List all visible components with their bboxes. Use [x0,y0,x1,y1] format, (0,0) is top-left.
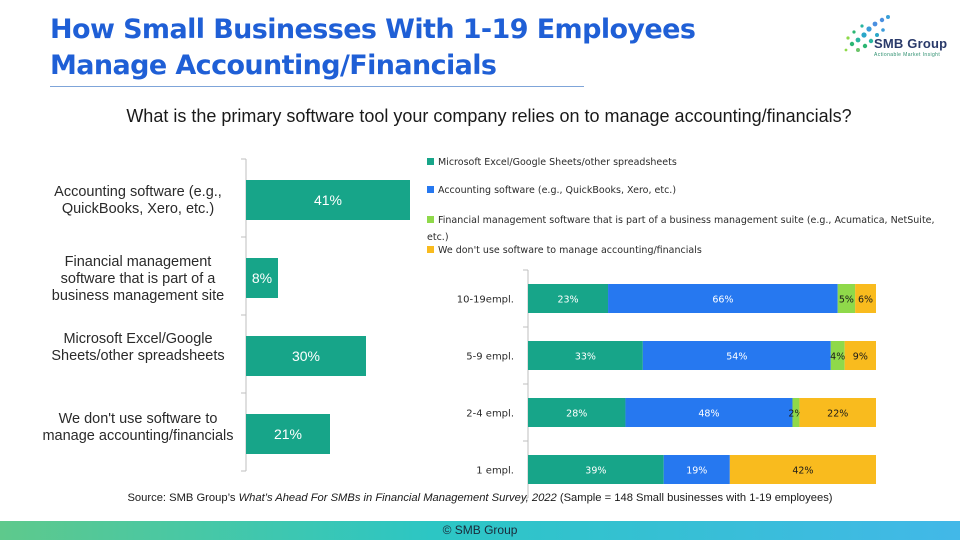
stacked-bar-segment [729,455,876,484]
stacked-bar-value-label: 33% [575,352,596,363]
legend-swatch [427,246,434,253]
stacked-bar-segment [844,341,876,370]
logo-tagline: Actionable Market Insight [874,52,941,58]
stacked-bar-value-label: 2% [788,409,803,420]
dot-swirl-logo-icon [844,15,890,52]
left-category-label: We don't use software to manage accounti… [42,411,234,444]
footer-copyright: © SMB Group [442,523,518,537]
stacked-bar-value-label: 5% [839,295,854,306]
stacked-bar-value-label: 22% [827,409,848,420]
left-category-label: Accounting software (e.g., QuickBooks, X… [54,184,222,217]
legend-item: Microsoft Excel/Google Sheets/other spre… [427,154,952,171]
stacked-bar-value-label: 39% [585,466,606,477]
left-bar [246,414,330,454]
legend-item: Financial management software that is pa… [427,212,952,246]
logo-name: SMB Group [874,36,948,51]
right-category-label: 2-4 empl. [466,409,514,420]
right-category-label: 5-9 empl. [466,352,514,363]
left-category-label: Financial management software that is pa… [51,254,225,304]
left-bar [246,336,366,376]
footer-bar [0,521,960,540]
stacked-bar-segment [528,398,626,427]
stacked-bar-value-label: 19% [686,466,707,477]
left-bar-value-label: 8% [252,270,272,286]
stacked-bar-segment [837,284,856,313]
left-bar-chart: 41% 8% 30% 21% [241,158,410,472]
stacked-bar-value-label: 9% [853,352,868,363]
stacked-bar-value-label: 66% [712,295,733,306]
source-prefix: Source: SMB Group’s [127,492,239,504]
stacked-bar-value-label: 48% [698,409,719,420]
legend-label: Financial management software that is pa… [427,215,935,243]
stacked-bar-value-label: 54% [726,352,747,363]
stacked-bar-segment [792,398,800,427]
legend-swatch [427,186,434,193]
left-bar-value-label: 41% [314,192,342,208]
stacked-bar-segment [528,284,609,313]
source-survey-name: What’s Ahead For SMBs in Financial Manag… [238,492,557,504]
left-bar-value-label: 21% [274,426,302,442]
stacked-bar-value-label: 6% [858,295,873,306]
stacked-bar-segment [855,284,876,313]
stacked-bar-value-label: 4% [830,352,845,363]
source-suffix: (Sample = 148 Small businesses with 1-19… [556,492,833,504]
survey-question: What is the primary software tool your c… [126,106,852,126]
source-note: Source: SMB Group’s What’s Ahead For SMB… [0,492,960,504]
left-bar-value-label: 30% [292,348,320,364]
legend-label: Microsoft Excel/Google Sheets/other spre… [438,157,677,168]
legend-swatch [427,216,434,223]
legend-item: Accounting software (e.g., QuickBooks, X… [427,182,952,199]
stacked-bar-segment [830,341,845,370]
right-category-label: 10-19empl. [457,295,514,306]
right-stacked-bar-chart: 10-19empl. 23% 66% 5% 6% 5-9 empl. 33% 54% 4% 9% 2… [457,269,876,499]
stacked-bar-segment [663,455,730,484]
stacked-bar-value-label: 42% [792,466,813,477]
left-category-label: Microsoft Excel/Google Sheets/other spre… [51,331,225,364]
stacked-bar-value-label: 23% [557,295,578,306]
page-title: How Small Businesses With 1-19 Employees… [50,14,696,81]
right-category-label: 1 empl. [476,466,514,477]
legend-label: Accounting software (e.g., QuickBooks, X… [438,185,677,196]
stacked-bar-segment [608,284,838,313]
stacked-bar-segment [642,341,831,370]
stacked-bar-value-label: 28% [566,409,587,420]
title-divider [50,86,584,87]
stacked-bar-segment [625,398,793,427]
left-bar [246,258,278,298]
stacked-bar-segment [799,398,876,427]
stacked-bar-segment [528,341,643,370]
left-bar [246,180,410,220]
legend-label: We don't use software to manage accounti… [438,245,702,256]
legend-item: We don't use software to manage accounti… [427,242,952,259]
legend-swatch [427,158,434,165]
stacked-bar-segment [528,455,664,484]
